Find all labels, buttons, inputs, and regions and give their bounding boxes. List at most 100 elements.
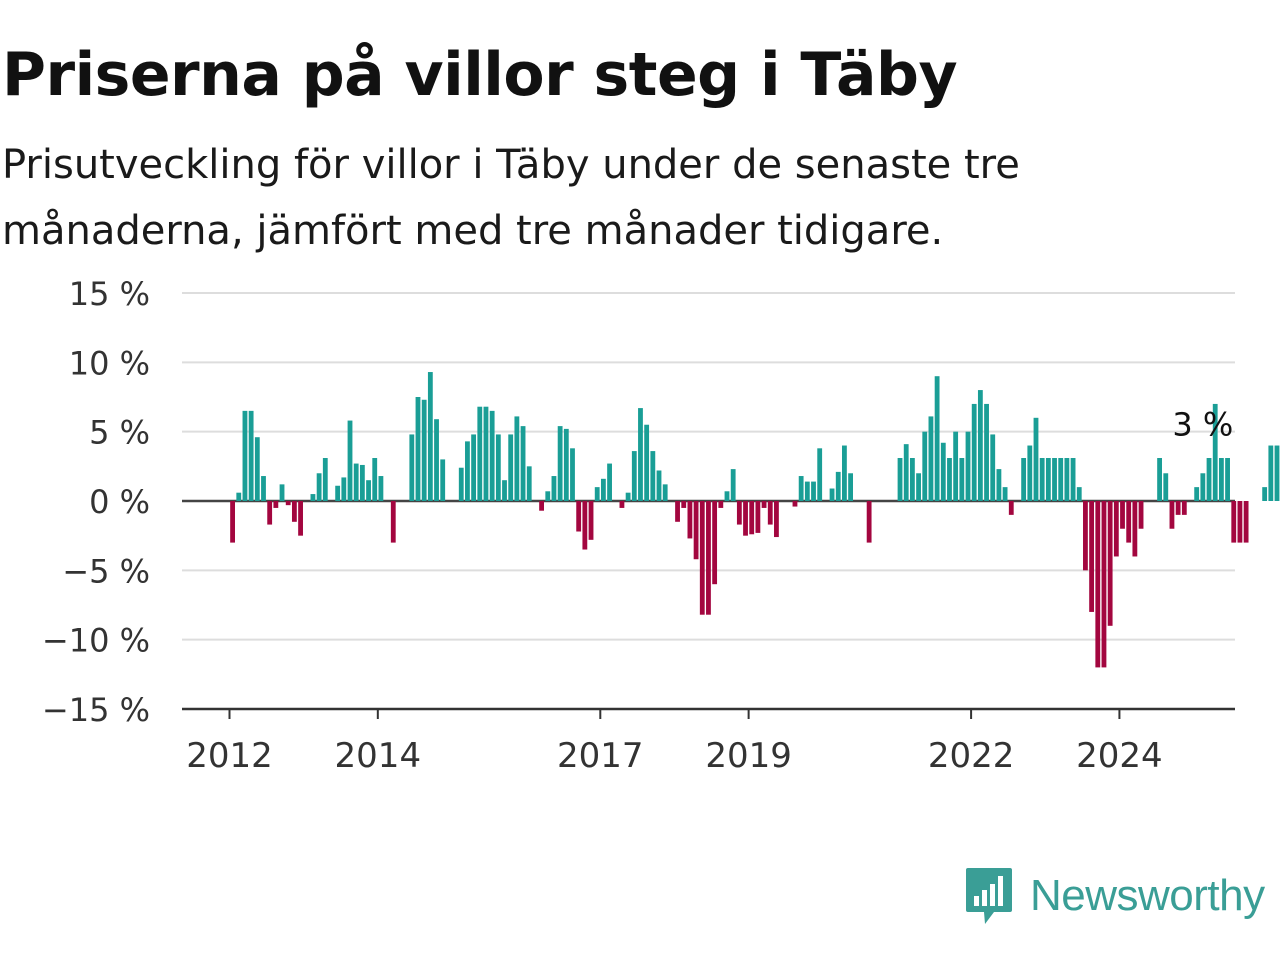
bar [984,403,989,501]
bar [1107,501,1113,626]
bar [1095,501,1101,668]
bar [471,434,477,501]
bar [390,501,396,543]
bar [359,464,365,501]
bar [644,424,650,501]
bar-series [230,372,1280,668]
bar [638,408,643,501]
bar [761,501,767,508]
bar [502,480,507,501]
bar [922,431,928,501]
x-tick-label: 2022 [928,736,1015,776]
x-axis: 2012 2014 2017 2019 2022 2024 [182,707,1235,776]
bar [1268,445,1274,501]
bar [465,441,470,501]
bar [959,458,965,501]
bar [298,501,303,536]
bar [1218,458,1224,501]
bar [1101,501,1107,668]
bar [1231,501,1237,543]
bar [1200,473,1206,501]
y-tick-label: −5 % [62,552,150,590]
bar [718,501,724,508]
bar [1089,501,1095,612]
bar [767,501,773,525]
bar [749,501,755,535]
bar [440,459,446,501]
bar [662,484,668,501]
bar [545,491,551,501]
bar [792,501,798,507]
bar [563,428,569,501]
bar [594,487,600,501]
bar [903,444,909,501]
x-tick-label: 2014 [335,736,422,776]
bar [1045,458,1051,501]
x-tick-label: 2017 [557,736,644,776]
bar [1237,501,1243,543]
bar [1021,458,1027,501]
bar [1243,501,1249,543]
bar-chart: 15 %10 %5 %0 %−5 %−10 %−15 % 2012 2014 201… [42,275,1280,776]
bar [1064,458,1070,501]
bar [798,476,804,501]
y-tick-label: −15 % [42,691,150,729]
bar [322,458,328,501]
bar [866,501,872,543]
bar [415,397,421,501]
bar [248,410,254,501]
bar [1194,487,1200,501]
bar [236,492,242,501]
bar [848,473,853,501]
bar [1169,501,1175,529]
bar [273,501,279,508]
bar [539,501,544,511]
bar [551,476,557,501]
bar [1052,458,1057,501]
bar [687,501,693,539]
bar [1206,458,1212,501]
bar [378,476,384,501]
bar [811,481,816,501]
bar [619,501,625,508]
bar [631,451,637,501]
bar [681,501,687,508]
bar [316,473,322,501]
bar [1126,501,1132,543]
bar [1033,417,1039,501]
y-tick-label: 10 % [69,344,150,382]
bar [736,501,742,525]
bar [928,416,934,501]
x-tick-label: 2012 [186,736,273,776]
bar [600,478,606,501]
bar [477,406,483,501]
y-tick-label: 15 % [69,275,150,313]
bar [1120,501,1125,529]
bar [774,501,779,538]
bar [1083,501,1088,571]
bar [341,477,347,501]
bar [409,434,415,501]
bar [347,420,353,501]
bar [514,416,520,501]
bar [1274,445,1280,501]
bar [1132,501,1138,557]
y-axis-ticks: 15 % 10 % 5 % 0 % −5 % −10 % −15 % [42,275,150,729]
bar [230,501,235,543]
bar [372,458,378,501]
bar [650,451,656,501]
bar [483,406,489,501]
bar [1262,487,1268,501]
bar [909,458,915,501]
bar [1070,458,1076,501]
bar [971,403,977,501]
last-value-annotation: 3 % [1172,405,1233,443]
bar [526,466,532,501]
chart-title: Priserna på villor steg i Täby [2,40,958,110]
bar [1225,458,1230,501]
bar [724,491,730,501]
bar [699,501,705,615]
bar [730,469,736,501]
bar [267,501,273,525]
bar [366,480,371,501]
